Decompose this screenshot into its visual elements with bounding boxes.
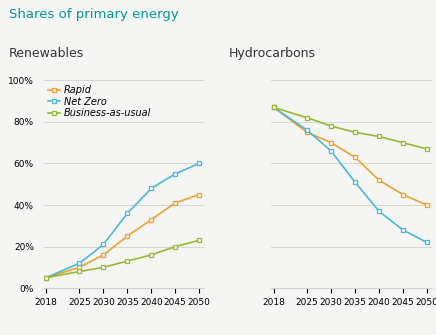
Text: Renewables: Renewables [9, 47, 84, 60]
Text: Shares of primary energy: Shares of primary energy [9, 8, 178, 21]
Legend: Rapid, Net Zero, Business-as-usual: Rapid, Net Zero, Business-as-usual [48, 85, 151, 118]
Text: Hydrocarbons: Hydrocarbons [229, 47, 316, 60]
